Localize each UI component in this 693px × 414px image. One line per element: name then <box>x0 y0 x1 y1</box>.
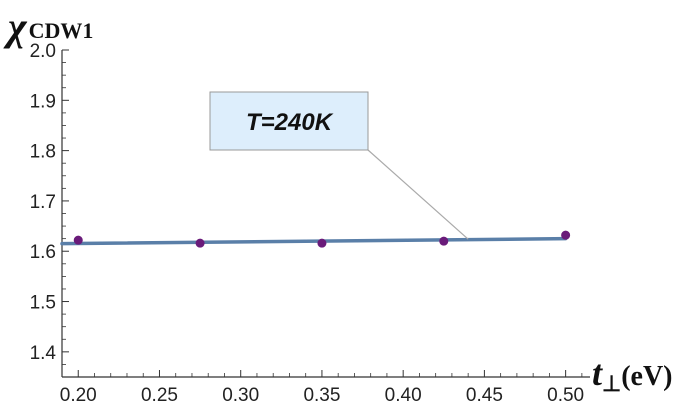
x-tick-label: 0.45 <box>466 385 503 406</box>
y-tick-label: 1.4 <box>30 343 57 364</box>
data-point <box>195 238 205 248</box>
data-point <box>317 238 327 248</box>
x-axis-label-unit: (eV) <box>621 361 672 392</box>
data-point <box>561 230 571 240</box>
x-tick-label: 0.30 <box>222 385 259 406</box>
annotation-box <box>209 91 369 151</box>
x-axis-label-subscript: ⊥ <box>602 371 621 396</box>
y-axis-label-subscript: CDW1 <box>29 18 94 43</box>
x-tick-label: 0.50 <box>547 385 584 406</box>
y-tick-label: 1.8 <box>30 142 56 163</box>
y-tick-label: 1.9 <box>30 91 56 112</box>
x-tick-label: 0.40 <box>385 385 422 406</box>
y-tick-label: 1.6 <box>30 242 56 263</box>
ticks: 1.4 1.5 1.6 1.7 1.8 1.9 2.0 0.20 0.25 0.30 0.35 0.4… <box>30 41 585 406</box>
fit-line-layer <box>60 236 568 246</box>
x-tick-label: 0.20 <box>60 385 97 406</box>
fit-line <box>60 236 568 246</box>
data-point <box>73 235 83 245</box>
y-tick-label: 1.5 <box>30 293 56 314</box>
x-tick-label: 0.25 <box>141 385 178 406</box>
y-axis-label-symbol: χ <box>3 4 28 49</box>
x-tick-label: 0.35 <box>303 385 340 406</box>
y-tick-label: 2.0 <box>30 41 56 62</box>
annotation-text: T=240K <box>246 109 334 136</box>
annotation-leader-line <box>367 149 469 240</box>
data-points <box>73 230 571 248</box>
annotation: T=240K <box>209 91 469 240</box>
x-axis-label-symbol: t <box>592 353 603 393</box>
x-axis-label: t⊥(eV) <box>592 353 672 396</box>
y-tick-label: 1.7 <box>30 192 56 213</box>
y-axis-label: χCDW1 <box>3 4 93 49</box>
data-point <box>439 236 449 246</box>
